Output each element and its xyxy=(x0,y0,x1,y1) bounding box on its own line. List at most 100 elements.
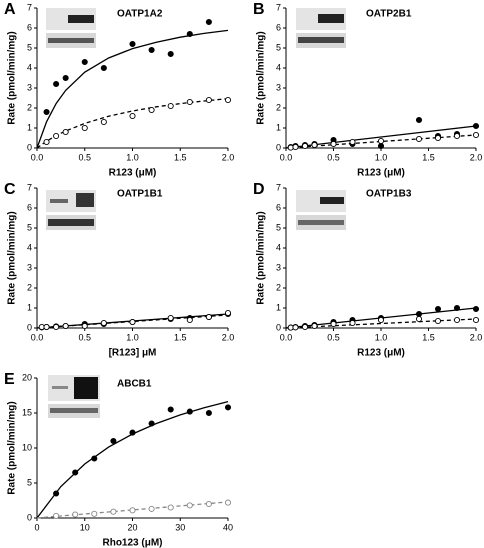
data-point xyxy=(205,409,212,417)
data-point xyxy=(292,324,299,331)
data-point xyxy=(167,504,174,511)
data-point xyxy=(167,102,174,110)
y-tick-label: 2 xyxy=(276,282,281,292)
y-tick-label: 6 xyxy=(276,22,281,32)
data-point xyxy=(301,323,309,331)
data-point xyxy=(349,319,356,327)
panel: 0 5 10 15 20 0 10 20 30 40 Rho123 (μM) Rate (pmol/m… xyxy=(4,371,233,548)
data-point xyxy=(53,323,60,331)
y-tick-label: 4 xyxy=(276,62,281,72)
data-point xyxy=(43,138,50,146)
blot-b xyxy=(296,8,346,48)
y-tick-label: 0 xyxy=(276,322,281,332)
blot-c xyxy=(46,190,96,230)
data-point xyxy=(472,131,480,139)
fit-line xyxy=(285,125,477,149)
data-point xyxy=(53,490,60,497)
data-point xyxy=(100,319,107,327)
y-tick-label: 4 xyxy=(27,62,32,72)
data-point xyxy=(129,112,136,120)
data-point xyxy=(224,404,232,411)
data-point xyxy=(53,80,60,88)
data-point xyxy=(186,502,193,509)
x-axis-label: [R123] μM xyxy=(109,348,157,359)
panel-title: ABCB1 xyxy=(117,379,152,390)
data-point xyxy=(311,322,318,330)
x-tick-label: 0.5 xyxy=(327,332,340,342)
x-tick-label: 1.0 xyxy=(375,332,388,342)
x-tick-label: 20 xyxy=(127,522,137,532)
fit-line xyxy=(285,318,477,329)
data-point xyxy=(129,40,136,48)
y-tick-label: 7 xyxy=(27,2,32,12)
y-tick-label: 10 xyxy=(22,442,32,452)
data-point xyxy=(453,316,461,324)
data-point xyxy=(330,320,337,328)
data-point xyxy=(81,124,88,132)
data-point xyxy=(301,142,309,150)
data-point xyxy=(129,507,136,514)
data-point xyxy=(148,505,155,512)
panel-letter: B xyxy=(253,1,265,18)
x-tick-label: 2.0 xyxy=(222,152,235,162)
y-tick-label: 1 xyxy=(276,122,281,132)
fit-line xyxy=(36,97,229,149)
y-tick-label: 3 xyxy=(27,262,32,272)
x-tick-label: 1.5 xyxy=(422,152,435,162)
y-axis-label: Rate (pmol/min/mg) xyxy=(7,211,18,304)
data-point xyxy=(62,74,69,82)
y-tick-label: 2 xyxy=(27,282,32,292)
data-point xyxy=(186,316,193,324)
y-tick-label: 0 xyxy=(27,512,32,522)
panel: 0 1 2 3 4 5 6 7 0.0 0.5 1.0 1.5 2.0 [R123] μM Rate (pm… xyxy=(4,181,234,358)
data-point xyxy=(472,122,480,130)
data-point xyxy=(224,499,232,506)
data-point xyxy=(148,46,155,54)
data-point xyxy=(377,142,385,150)
y-tick-label: 3 xyxy=(276,82,281,92)
data-point xyxy=(415,135,423,143)
x-tick-label: 0.0 xyxy=(31,332,44,342)
data-point xyxy=(43,108,50,116)
data-point xyxy=(167,314,174,322)
x-tick-label: 30 xyxy=(175,522,185,532)
y-tick-label: 7 xyxy=(276,182,281,192)
x-tick-label: 1.0 xyxy=(375,152,388,162)
y-axis-label: Rate (pmol/min/mg) xyxy=(256,211,267,304)
data-point xyxy=(205,313,212,321)
y-tick-label: 20 xyxy=(22,372,32,382)
panel-letter: D xyxy=(253,181,265,198)
panel-title: OATP1B3 xyxy=(366,189,412,200)
y-axis-label: Rate (pmol/min/mg) xyxy=(7,31,18,124)
x-tick-label: 40 xyxy=(223,522,233,532)
y-tick-label: 6 xyxy=(27,202,32,212)
data-point xyxy=(453,132,461,140)
data-point xyxy=(224,96,232,104)
data-point xyxy=(472,305,480,313)
x-tick-label: 10 xyxy=(80,522,90,532)
data-point xyxy=(62,322,69,330)
data-point xyxy=(186,30,193,38)
data-point xyxy=(205,500,212,508)
data-point xyxy=(434,317,442,325)
blot-a xyxy=(46,8,96,48)
data-point xyxy=(129,429,136,436)
y-tick-label: 15 xyxy=(22,407,32,417)
data-point xyxy=(415,310,423,318)
data-point xyxy=(205,96,212,104)
y-tick-label: 5 xyxy=(27,222,32,232)
x-tick-label: 1.0 xyxy=(126,332,139,342)
y-tick-label: 6 xyxy=(276,202,281,212)
x-tick-label: 1.5 xyxy=(422,332,435,342)
data-point xyxy=(72,469,79,476)
data-point xyxy=(330,140,337,148)
y-tick-label: 0 xyxy=(27,142,32,152)
y-tick-label: 3 xyxy=(276,262,281,272)
data-point xyxy=(148,420,155,427)
y-tick-label: 5 xyxy=(27,42,32,52)
data-point xyxy=(377,316,385,324)
y-tick-label: 5 xyxy=(27,477,32,487)
data-point xyxy=(186,98,193,106)
